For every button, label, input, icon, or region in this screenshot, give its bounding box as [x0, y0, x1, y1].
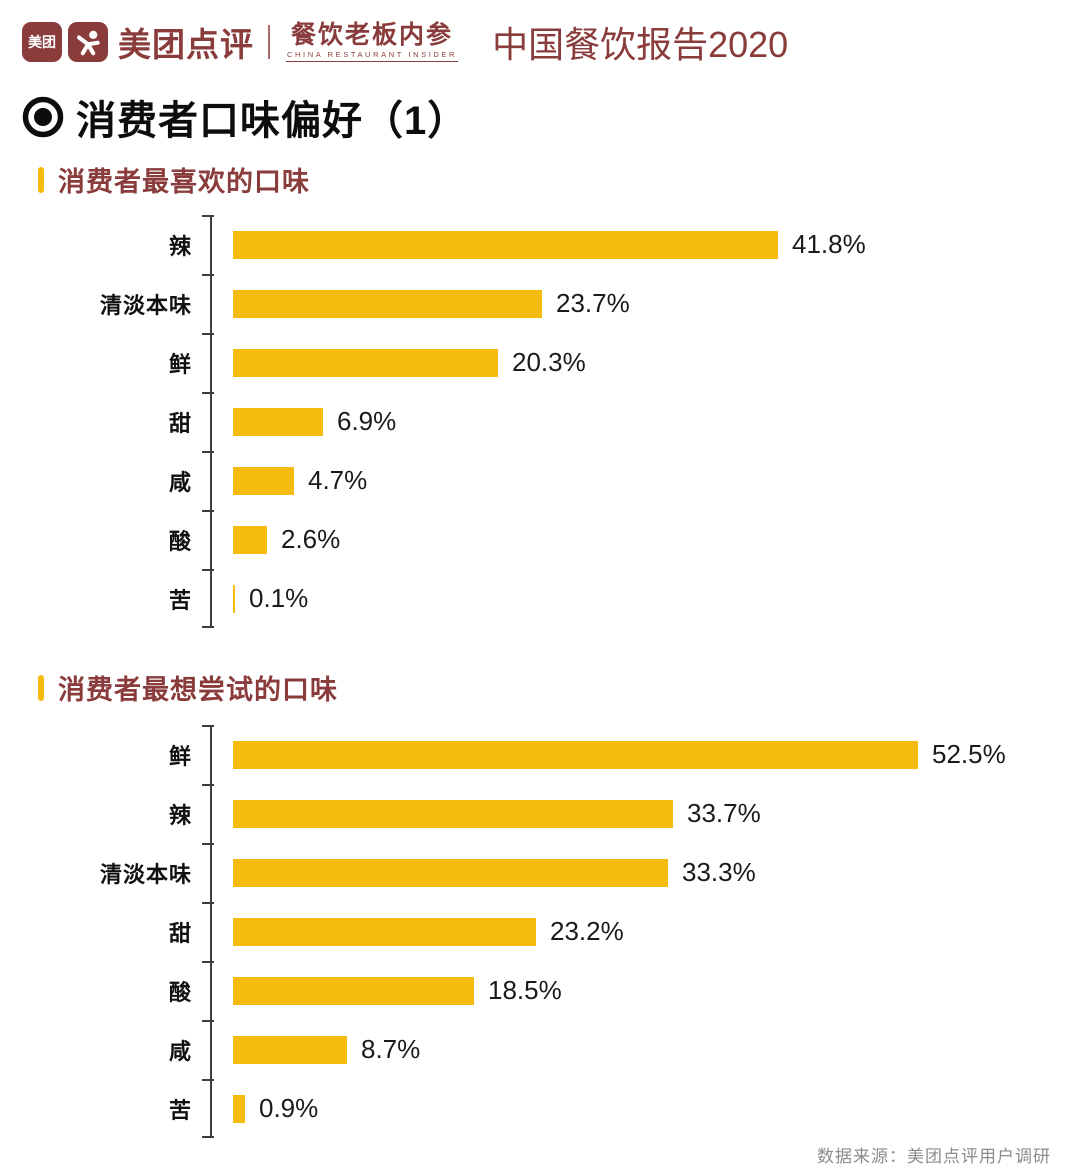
bar — [233, 230, 778, 259]
accent-bar-icon — [38, 674, 44, 701]
bar — [233, 976, 474, 1005]
brand-name: 美团点评 — [118, 26, 254, 63]
bar-chart-favorite-taste: 辣 41.8% 清淡本味 23.7% 鲜 20.3% 甜 6.9% 咸 4.7% 酸 2.6% 苦 0.1… — [0, 215, 1067, 632]
category-label: 甜 — [168, 410, 192, 436]
section-title-favorite: 消费者最喜欢的口味 — [38, 160, 310, 199]
bar-chart-want-to-try-taste: 鲜 52.5% 辣 33.7% 清淡本味 33.3% 甜 23.2% 酸 18.5% 咸 8.7% 苦 0… — [0, 725, 1067, 1142]
y-axis — [210, 215, 212, 628]
category-label: 酸 — [168, 979, 192, 1005]
category-label: 鲜 — [168, 743, 192, 769]
bar — [233, 466, 294, 495]
y-axis — [210, 725, 212, 1138]
category-label: 咸 — [168, 469, 192, 495]
page-title: 消费者口味偏好（1） — [76, 99, 469, 143]
axis-tick — [202, 626, 214, 628]
bar — [233, 917, 536, 946]
category-label: 咸 — [168, 1038, 192, 1064]
axis-tick — [202, 1079, 214, 1081]
axis-tick — [202, 902, 214, 904]
bar — [233, 1035, 347, 1064]
category-label: 鲜 — [168, 351, 192, 377]
axis-tick — [202, 1020, 214, 1022]
category-label: 酸 — [168, 528, 192, 554]
value-label: 33.3% — [682, 857, 756, 887]
data-source-note: 数据来源：美团点评用户调研 — [817, 1147, 1051, 1166]
axis-tick — [202, 843, 214, 845]
axis-tick — [202, 274, 214, 276]
meituan-logo-text: 美团 — [28, 34, 56, 50]
bar — [233, 799, 673, 828]
axis-tick — [202, 451, 214, 453]
header: 美团 美团点评 餐饮老板内参 CHINA RESTAURANT INSIDER … — [22, 16, 788, 68]
category-label: 苦 — [168, 1097, 192, 1123]
category-label: 甜 — [168, 920, 192, 946]
axis-tick — [202, 333, 214, 335]
value-label: 52.5% — [932, 739, 1006, 769]
bar — [233, 584, 235, 613]
value-label: 8.7% — [361, 1034, 421, 1064]
bar — [233, 858, 668, 887]
axis-tick — [202, 392, 214, 394]
value-label: 20.3% — [512, 347, 586, 377]
meituan-logo: 美团 — [22, 22, 62, 62]
value-label: 41.8% — [792, 229, 866, 259]
value-label: 23.2% — [550, 916, 624, 946]
value-label: 6.9% — [337, 406, 397, 436]
value-label: 0.9% — [259, 1093, 319, 1123]
category-label: 清淡本味 — [99, 861, 192, 887]
value-label: 2.6% — [281, 524, 341, 554]
mascot-glyph — [76, 30, 100, 56]
axis-tick — [202, 784, 214, 786]
axis-tick — [202, 215, 214, 217]
sub-brand-block: 餐饮老板内参 CHINA RESTAURANT INSIDER — [286, 20, 459, 63]
bar — [233, 348, 498, 377]
bullseye-icon — [22, 96, 64, 138]
value-label: 0.1% — [249, 583, 309, 613]
accent-bar-icon — [38, 166, 44, 193]
bar — [233, 289, 542, 318]
bar — [233, 407, 323, 436]
value-label: 18.5% — [488, 975, 562, 1005]
value-label: 4.7% — [308, 465, 368, 495]
category-label: 辣 — [168, 233, 192, 259]
page-title-row: 消费者口味偏好（1） — [20, 88, 468, 146]
header-divider — [268, 25, 270, 59]
axis-tick — [202, 1136, 214, 1138]
axis-tick — [202, 569, 214, 571]
bar — [233, 525, 267, 554]
sub-brand-name: 餐饮老板内参 — [291, 20, 454, 49]
bar — [233, 1094, 245, 1123]
section-title-text: 消费者最喜欢的口味 — [58, 167, 310, 197]
value-label: 33.7% — [687, 798, 761, 828]
category-label: 清淡本味 — [99, 292, 192, 318]
axis-tick — [202, 961, 214, 963]
sub-brand-english: CHINA RESTAURANT INSIDER — [286, 50, 459, 63]
bar — [233, 740, 918, 769]
value-label: 23.7% — [556, 288, 630, 318]
report-title: 中国餐饮报告2020 — [492, 24, 789, 65]
dianping-mascot-icon — [68, 22, 108, 62]
category-label: 辣 — [168, 802, 192, 828]
section-title-want-to-try: 消费者最想尝试的口味 — [38, 668, 338, 707]
axis-tick — [202, 725, 214, 727]
section-title-text: 消费者最想尝试的口味 — [58, 675, 338, 705]
category-label: 苦 — [168, 587, 192, 613]
axis-tick — [202, 510, 214, 512]
